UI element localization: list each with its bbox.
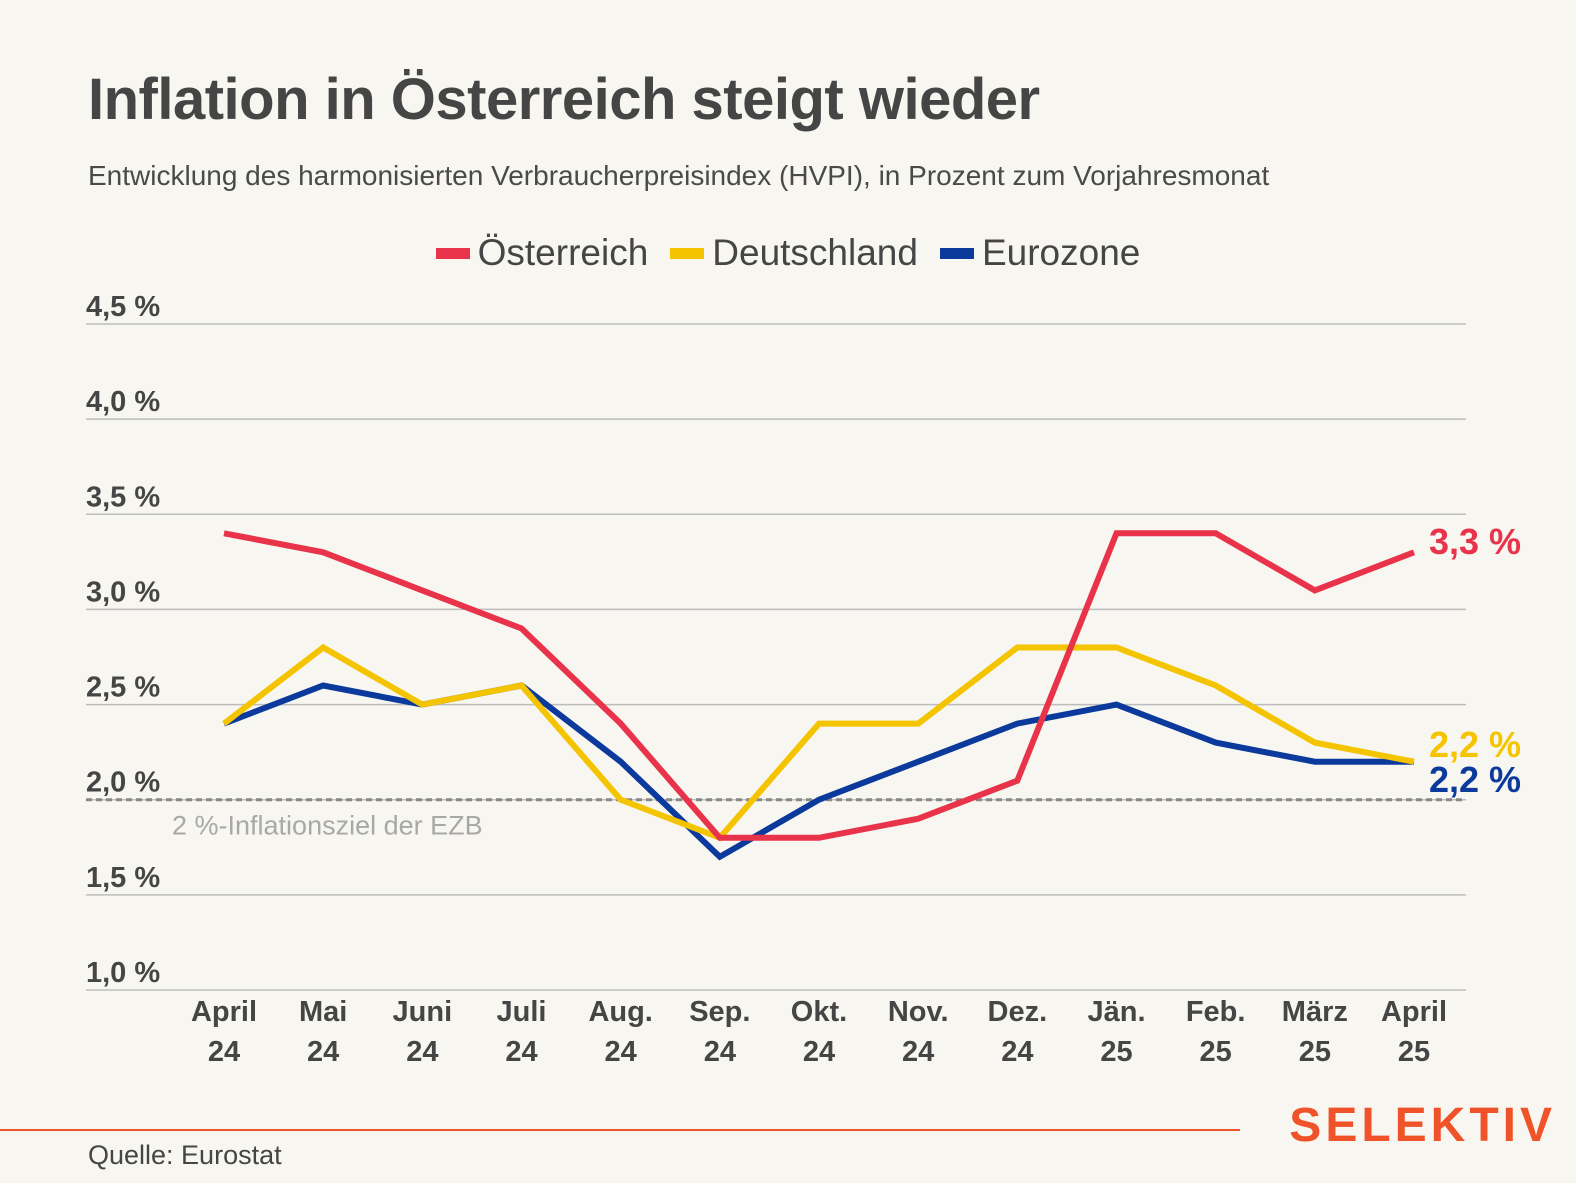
footer-divider bbox=[0, 1129, 1240, 1131]
y-tick-label: 1,5 % bbox=[86, 862, 160, 894]
x-tick-label-month: Mai bbox=[299, 996, 347, 1028]
x-tick-label-year: 24 bbox=[803, 1036, 835, 1068]
x-tick-label-month: Feb. bbox=[1186, 996, 1246, 1028]
page-subtitle: Entwicklung des harmonisierten Verbrauch… bbox=[88, 160, 1270, 191]
y-tick-label: 3,5 % bbox=[86, 481, 160, 513]
x-tick-label-month: Jän. bbox=[1087, 996, 1145, 1028]
legend-swatch-eurozone bbox=[939, 247, 974, 259]
reference-line-label: 2 %-Inflationsziel der EZB bbox=[172, 811, 483, 841]
x-tick-label-year: 25 bbox=[1299, 1036, 1331, 1068]
brand-logo: SELEKTIV bbox=[1289, 1099, 1556, 1152]
legend-swatch-oesterreich bbox=[435, 247, 470, 259]
x-tick-label-month: Juni bbox=[393, 996, 453, 1028]
x-tick-label-year: 24 bbox=[505, 1036, 537, 1068]
x-tick-label-month: März bbox=[1282, 996, 1348, 1028]
x-tick-label-year: 24 bbox=[704, 1036, 736, 1068]
x-tick-label-month: Sep. bbox=[689, 996, 750, 1028]
legend-label-oesterreich: Österreich bbox=[477, 232, 649, 273]
end-value-label: 3,3 % bbox=[1429, 521, 1521, 562]
x-tick-label-year: 24 bbox=[406, 1036, 438, 1068]
y-tick-label: 4,5 % bbox=[86, 291, 160, 323]
page-title: Inflation in Österreich steigt wieder bbox=[88, 67, 1040, 132]
x-tick-label-month: Dez. bbox=[988, 996, 1048, 1028]
x-tick-label-month: April bbox=[191, 996, 257, 1028]
y-tick-label: 1,0 % bbox=[86, 957, 160, 989]
x-tick-label-year: 25 bbox=[1398, 1036, 1430, 1068]
legend-item-oesterreich: Österreich bbox=[435, 232, 649, 274]
y-tick-label: 4,0 % bbox=[86, 386, 160, 418]
x-tick-label-year: 24 bbox=[605, 1036, 637, 1068]
end-value-label: 2,2 % bbox=[1429, 759, 1521, 800]
chart-legend: Österreich Deutschland Eurozone bbox=[0, 232, 1576, 274]
legend-swatch-deutschland bbox=[670, 247, 705, 259]
x-tick-label-month: April bbox=[1381, 996, 1447, 1028]
legend-item-deutschland: Deutschland bbox=[670, 232, 918, 274]
y-tick-label: 2,0 % bbox=[86, 767, 160, 799]
x-tick-label-year: 25 bbox=[1100, 1036, 1132, 1068]
x-tick-label-month: Aug. bbox=[588, 996, 652, 1028]
x-tick-label-year: 24 bbox=[902, 1036, 934, 1068]
x-tick-label-year: 24 bbox=[1001, 1036, 1033, 1068]
legend-label-deutschland: Deutschland bbox=[712, 232, 918, 273]
y-tick-label: 3,0 % bbox=[86, 576, 160, 608]
x-tick-label-year: 24 bbox=[307, 1036, 339, 1068]
x-tick-label-month: Okt. bbox=[791, 996, 847, 1028]
y-tick-label: 2,5 % bbox=[86, 672, 160, 704]
series-line-1 bbox=[222, 643, 1415, 842]
end-value-label: 2,2 % bbox=[1429, 724, 1521, 765]
x-tick-label-year: 25 bbox=[1200, 1036, 1232, 1068]
x-tick-label-year: 24 bbox=[208, 1036, 240, 1068]
legend-label-eurozone: Eurozone bbox=[981, 232, 1141, 273]
legend-item-eurozone: Eurozone bbox=[939, 232, 1141, 274]
x-tick-label-month: Juli bbox=[497, 996, 547, 1028]
series-line-0 bbox=[223, 530, 1416, 841]
source-note: Quelle: Eurostat bbox=[88, 1140, 282, 1170]
x-tick-label-month: Nov. bbox=[888, 996, 949, 1028]
